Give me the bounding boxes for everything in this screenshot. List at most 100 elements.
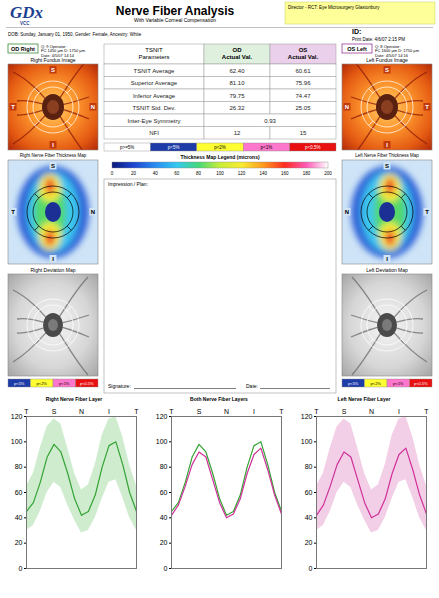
svg-text:Parameters: Parameters [138,54,169,60]
svg-text:79.75: 79.75 [229,93,245,99]
svg-text:Left Fundus Image: Left Fundus Image [366,57,408,63]
svg-text:I: I [108,408,110,415]
svg-text:15: 15 [300,130,307,136]
svg-text:26.32: 26.32 [229,105,245,111]
svg-text:T: T [425,104,429,110]
svg-text:T: T [169,408,174,415]
svg-text:NFI: NFI [149,130,159,136]
svg-text:Thickness Map Legend (microns): Thickness Map Legend (microns) [180,154,260,160]
svg-text:T: T [24,408,29,415]
svg-text:Nerve Fiber Analysis: Nerve Fiber Analysis [116,4,235,18]
svg-text:100: 100 [301,438,313,445]
svg-text:p<2%: p<2% [37,381,48,386]
svg-text:GDx: GDx [10,3,44,22]
svg-text:N: N [369,408,374,415]
svg-text:60: 60 [160,489,168,496]
svg-text:80: 80 [305,463,313,470]
svg-text:140: 140 [259,171,267,176]
svg-text:I: I [253,408,255,415]
svg-text:25.05: 25.05 [295,105,311,111]
svg-text:T: T [425,209,429,215]
svg-text:ID:: ID: [352,28,361,35]
svg-text:20: 20 [305,539,313,546]
svg-text:60.61: 60.61 [295,68,311,74]
svg-text:Actual Val.: Actual Val. [288,54,319,60]
svg-text:With Variable Corneal Compensa: With Variable Corneal Compensation [134,17,216,23]
svg-text:60: 60 [174,171,180,176]
svg-text:p>=5%: p>=5% [120,145,134,150]
svg-text:p<1%: p<1% [393,381,404,386]
svg-text:Actual Val.: Actual Val. [222,54,253,60]
svg-text:40: 40 [15,514,23,521]
svg-text:74.47: 74.47 [295,93,311,99]
svg-text:S: S [52,408,57,415]
svg-text:S: S [197,408,202,415]
svg-text:62.40: 62.40 [229,68,245,74]
svg-text:Right Nerve Fiber Layer: Right Nerve Fiber Layer [46,396,102,402]
svg-text:200: 200 [324,171,332,176]
svg-text:120: 120 [156,413,168,420]
svg-text:p<5%: p<5% [14,381,25,386]
svg-text:Right Deviation Map: Right Deviation Map [30,267,75,273]
svg-text:T: T [314,408,319,415]
svg-text:Left Nerve Fiber Layer: Left Nerve Fiber Layer [338,396,391,402]
svg-text:p<5%: p<5% [348,381,359,386]
svg-text:40: 40 [160,514,168,521]
svg-text:0: 0 [111,171,114,176]
svg-text:Both Nerve Fiber Layers: Both Nerve Fiber Layers [190,396,248,402]
svg-text:N: N [79,408,84,415]
svg-text:OD Right: OD Right [11,46,35,52]
svg-text:81.10: 81.10 [229,80,245,86]
svg-text:0: 0 [164,565,168,572]
svg-text:0: 0 [19,565,23,572]
svg-text:Right Nerve Fiber Thickness Ma: Right Nerve Fiber Thickness Map [20,153,87,158]
svg-text:0: 0 [309,565,313,572]
svg-text:100: 100 [156,438,168,445]
svg-text:S: S [342,408,347,415]
svg-text:S: S [385,163,389,169]
svg-text:T: T [134,408,139,415]
svg-text:DOB: Sunday, January 01, 1950,: DOB: Sunday, January 01, 1950, Gender: F… [8,32,142,37]
svg-text:VCC: VCC [20,21,30,26]
svg-text:40: 40 [305,514,313,521]
svg-text:OD: OD [233,47,243,53]
svg-text:p<0.5%: p<0.5% [414,381,428,386]
svg-text:20: 20 [131,171,137,176]
svg-text:p<0.5%: p<0.5% [80,381,94,386]
svg-text:S: S [51,67,55,73]
svg-text:S: S [51,163,55,169]
svg-text:T: T [279,408,284,415]
svg-text:p<2%: p<2% [371,381,382,386]
svg-text:Left Deviation Map: Left Deviation Map [366,267,408,273]
svg-text:T: T [11,209,15,215]
svg-text:160: 160 [281,171,289,176]
svg-text:I: I [386,142,388,148]
svg-text:20: 20 [15,539,23,546]
svg-text:120: 120 [301,413,313,420]
svg-text:I: I [398,408,400,415]
svg-text:Left Nerve Fiber Thickness Map: Left Nerve Fiber Thickness Map [355,153,419,158]
svg-text:p<2%: p<2% [214,145,226,150]
svg-text:Print Date: 4/6/07 2:15 PM: Print Date: 4/6/07 2:15 PM [352,37,405,42]
svg-text:I: I [52,256,54,262]
svg-text:60: 60 [15,489,23,496]
svg-text:p<0.5%: p<0.5% [305,145,320,150]
svg-text:100: 100 [216,171,224,176]
svg-text:0.93: 0.93 [264,118,276,124]
svg-text:TSNIT Std. Dev.: TSNIT Std. Dev. [132,105,175,111]
svg-text:80: 80 [15,463,23,470]
svg-text:p<5%: p<5% [168,145,180,150]
svg-text:N: N [345,209,349,215]
svg-text:100: 100 [11,438,23,445]
svg-text:OS Left: OS Left [347,46,367,52]
svg-text:120: 120 [238,171,246,176]
svg-text:I: I [52,142,54,148]
svg-text:Director - RCT: Eye Microsurge: Director - RCT: Eye Microsurgery Glaston… [288,5,380,10]
svg-text:Right Fundus Image: Right Fundus Image [30,57,75,63]
svg-text:OS: OS [299,47,308,53]
svg-text:TSNIT Average: TSNIT Average [134,68,175,74]
svg-text:I: I [386,256,388,262]
svg-text:75.96: 75.96 [295,80,311,86]
svg-text:20: 20 [160,539,168,546]
svg-text:Inter-Eye Symmetry: Inter-Eye Symmetry [127,118,180,124]
